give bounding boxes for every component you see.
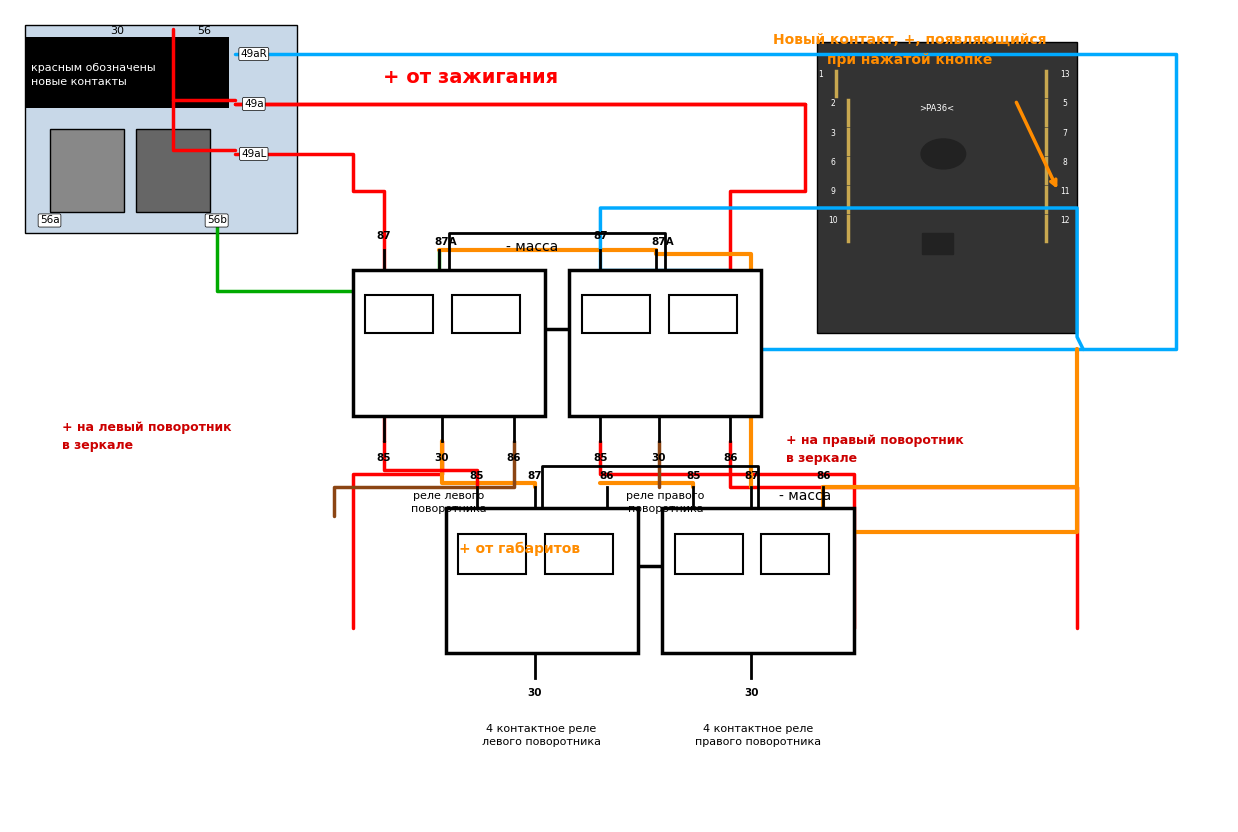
FancyBboxPatch shape — [817, 42, 1077, 333]
Text: 86: 86 — [506, 453, 521, 463]
Text: 85: 85 — [376, 453, 391, 463]
FancyBboxPatch shape — [25, 25, 297, 233]
Bar — [136, 129, 210, 212]
Text: 85: 85 — [469, 471, 484, 481]
Text: + на левый поворотник
в зеркале: + на левый поворотник в зеркале — [62, 421, 232, 453]
Bar — [50, 129, 124, 212]
Text: 87: 87 — [527, 471, 542, 481]
Text: - масса: - масса — [779, 489, 831, 503]
Text: 49aR: 49aR — [240, 49, 267, 59]
Text: 86: 86 — [816, 471, 831, 481]
Text: 56a: 56a — [40, 215, 59, 225]
Text: 9: 9 — [831, 187, 836, 196]
Bar — [446, 508, 638, 653]
Text: + от зажигания: + от зажигания — [383, 68, 558, 87]
Text: 87A: 87A — [651, 237, 673, 247]
Bar — [365, 295, 433, 333]
Bar — [458, 534, 526, 574]
Text: 30: 30 — [435, 453, 449, 463]
Bar — [569, 270, 761, 416]
Text: + на правый поворотник
в зеркале: + на правый поворотник в зеркале — [786, 433, 964, 465]
Text: - масса: - масса — [506, 240, 558, 254]
Text: 86: 86 — [723, 453, 738, 463]
Circle shape — [921, 139, 966, 169]
Bar — [922, 233, 953, 254]
Bar — [761, 534, 829, 574]
Bar — [25, 37, 229, 108]
Text: 4 контактное реле
правого поворотника: 4 контактное реле правого поворотника — [696, 724, 821, 747]
Bar — [675, 534, 743, 574]
Text: 6: 6 — [831, 158, 836, 166]
Text: 85: 85 — [686, 471, 701, 481]
Text: 8: 8 — [1062, 158, 1067, 166]
Text: 56: 56 — [197, 26, 212, 36]
Text: 49a: 49a — [244, 99, 264, 109]
Text: 12: 12 — [1060, 216, 1070, 225]
Text: + от габаритов: + от габаритов — [459, 542, 581, 557]
Text: 49aL: 49aL — [241, 149, 266, 159]
Text: 87A: 87A — [435, 237, 457, 247]
Text: 87: 87 — [744, 471, 759, 481]
Bar — [582, 295, 650, 333]
Text: 85: 85 — [593, 453, 608, 463]
Bar — [662, 508, 854, 653]
Text: 86: 86 — [599, 471, 614, 481]
Text: 7: 7 — [1062, 129, 1067, 137]
Text: 30: 30 — [110, 26, 125, 36]
Text: 5: 5 — [1062, 100, 1067, 108]
Text: 30: 30 — [527, 688, 542, 698]
Bar — [353, 270, 545, 416]
Text: 30: 30 — [744, 688, 759, 698]
Text: 30: 30 — [651, 453, 666, 463]
Bar — [452, 295, 520, 333]
Text: реле правого
поворотника: реле правого поворотника — [626, 491, 704, 514]
Bar — [669, 295, 737, 333]
Text: 2: 2 — [831, 100, 836, 108]
Text: 3: 3 — [831, 129, 836, 137]
Bar — [545, 534, 613, 574]
Text: 87: 87 — [593, 231, 608, 241]
Text: 11: 11 — [1060, 187, 1070, 196]
Text: >PA36<: >PA36< — [920, 104, 954, 112]
Text: реле левого
поворотника: реле левого поворотника — [411, 491, 487, 514]
Text: красным обозначены
новые контакты: красным обозначены новые контакты — [31, 63, 156, 87]
Text: Новый контакт, +, появляющийся
при нажатой кнопке: Новый контакт, +, появляющийся при нажат… — [774, 33, 1046, 67]
Text: 1: 1 — [818, 71, 823, 79]
Text: 10: 10 — [828, 216, 838, 225]
Text: 56b: 56b — [207, 215, 227, 225]
Text: 13: 13 — [1060, 71, 1070, 79]
Text: 4 контактное реле
левого поворотника: 4 контактное реле левого поворотника — [482, 724, 602, 747]
Text: 87: 87 — [376, 231, 391, 241]
